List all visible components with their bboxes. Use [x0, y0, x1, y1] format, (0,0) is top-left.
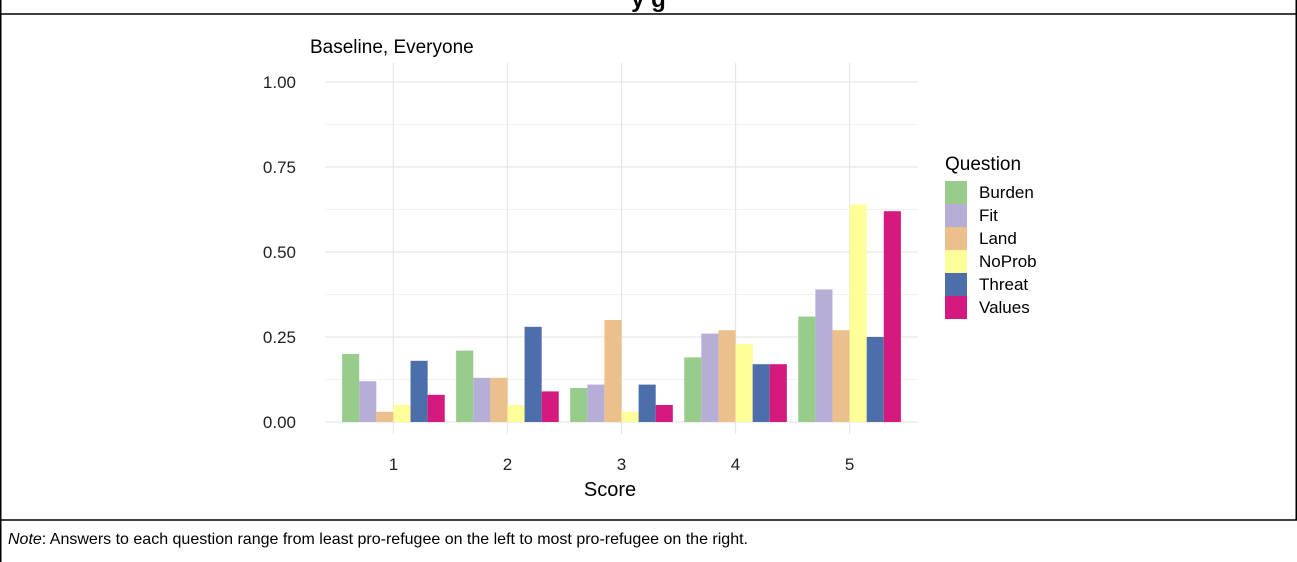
bar-values-5	[883, 211, 901, 422]
x-axis-label: Score	[584, 479, 636, 501]
legend-label-burden: Burden	[979, 183, 1034, 202]
bar-burden-1	[342, 354, 360, 422]
bar-noprob-1	[393, 405, 411, 422]
bar-burden-5	[798, 316, 816, 422]
chart-title: Baseline, Everyone	[310, 37, 474, 58]
bar-threat-2	[524, 326, 542, 422]
bars	[342, 204, 901, 422]
x-tick-label: 4	[731, 455, 740, 474]
note-label: Note	[8, 531, 42, 548]
bar-values-3	[655, 405, 673, 422]
bar-threat-1	[410, 360, 428, 422]
bar-values-4	[769, 364, 787, 422]
x-tick-label: 2	[503, 455, 512, 474]
figure-title-fragment: y g	[0, 0, 1297, 14]
axes: Baseline, Everyone Score 0.00 0.25 0.50 0.7…	[263, 37, 854, 501]
bar-threat-4	[752, 364, 770, 422]
bar-threat-5	[866, 337, 884, 422]
legend-swatch-values	[945, 296, 967, 319]
bar-noprob-2	[507, 405, 525, 422]
legend-swatch-land	[945, 227, 967, 250]
legend-label-threat: Threat	[979, 275, 1028, 294]
bar-burden-3	[570, 388, 588, 422]
y-tick-label: 0.50	[263, 243, 296, 262]
legend-label-fit: Fit	[979, 206, 998, 225]
x-tick-label: 5	[845, 455, 854, 474]
legend-title: Question	[945, 154, 1021, 175]
legend-label-values: Values	[979, 298, 1030, 317]
bar-values-2	[541, 391, 559, 422]
legend-label-land: Land	[979, 229, 1017, 248]
footnote: Note: Answers to each question range fro…	[8, 530, 748, 550]
bar-noprob-4	[735, 343, 753, 422]
bar-noprob-3	[621, 411, 639, 422]
note-text: : Answers to each question range from le…	[41, 531, 748, 548]
y-tick-label: 0.25	[263, 328, 296, 347]
legend-swatch-burden	[945, 181, 967, 204]
bar-land-5	[832, 330, 850, 422]
bar-fit-1	[359, 381, 377, 422]
bar-noprob-5	[849, 204, 867, 422]
bar-fit-4	[701, 333, 719, 422]
bar-land-2	[490, 377, 508, 422]
x-tick-label: 1	[389, 455, 398, 474]
y-tick-label: 0.00	[263, 413, 296, 432]
bar-fit-2	[473, 377, 491, 422]
bar-values-1	[427, 394, 445, 422]
y-tick-label: 1.00	[263, 73, 296, 92]
bar-threat-3	[638, 384, 656, 422]
legend-swatch-threat	[945, 273, 967, 296]
bar-fit-3	[587, 384, 605, 422]
legend-swatch-fit	[945, 204, 967, 227]
legend: Question Burden Fit Land NoProb Threat Values	[945, 154, 1037, 319]
x-tick-label: 3	[617, 455, 626, 474]
legend-swatch-noprob	[945, 250, 967, 273]
bar-land-3	[604, 320, 622, 422]
bar-burden-4	[684, 357, 702, 422]
bar-land-1	[376, 411, 394, 422]
bar-burden-2	[456, 350, 474, 422]
bar-fit-5	[815, 289, 833, 422]
legend-label-noprob: NoProb	[979, 252, 1037, 271]
bar-land-4	[718, 330, 736, 422]
y-tick-label: 0.75	[263, 158, 296, 177]
